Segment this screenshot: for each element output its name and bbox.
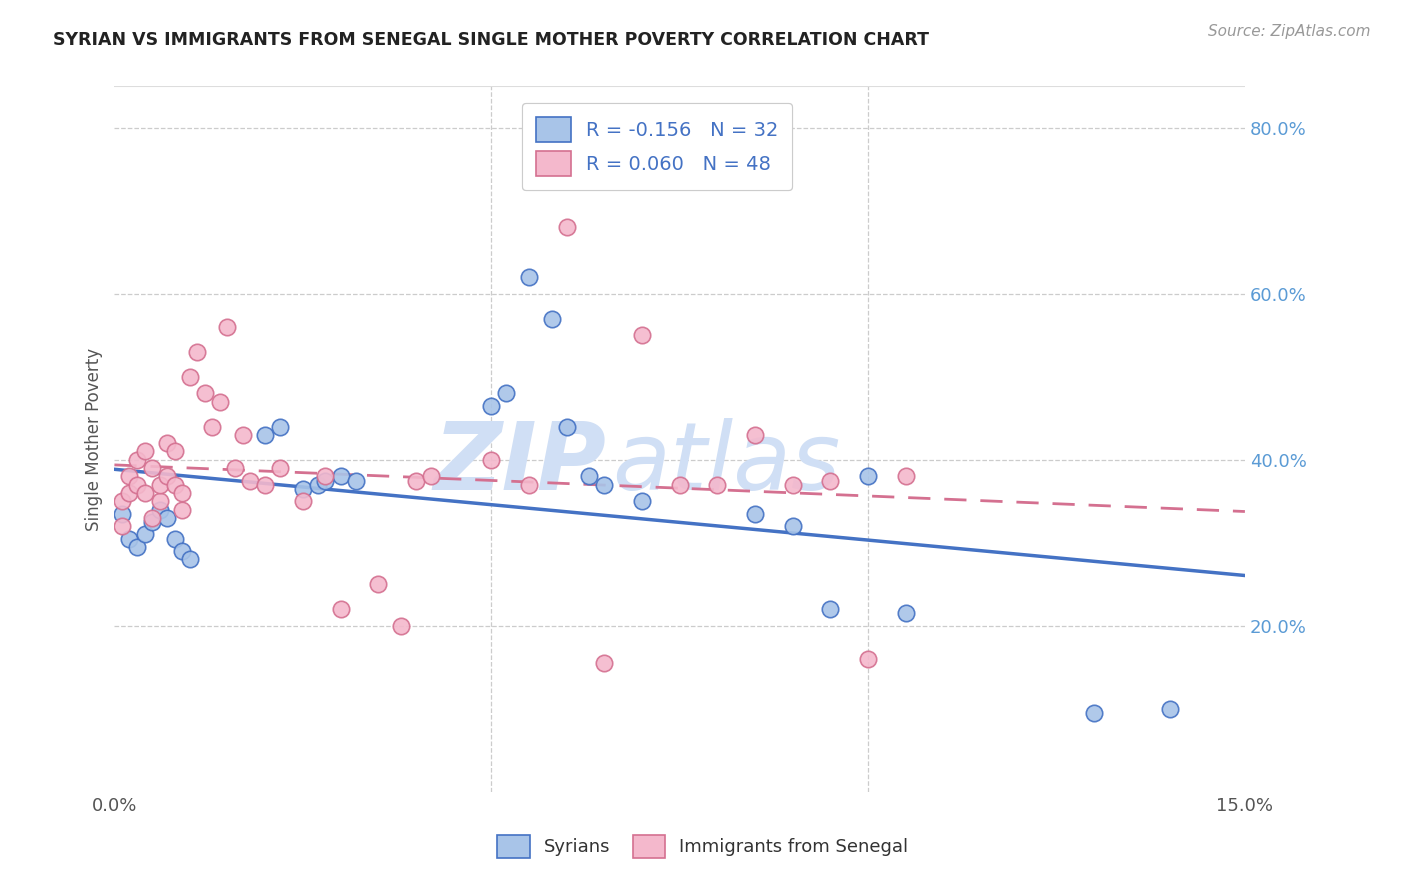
Point: [269, 461, 291, 475]
Point: [156, 511, 179, 525]
Point: [782, 519, 804, 533]
Point: [1159, 702, 1181, 716]
Point: [118, 532, 141, 546]
Point: [405, 474, 427, 488]
Text: SYRIAN VS IMMIGRANTS FROM SENEGAL SINGLE MOTHER POVERTY CORRELATION CHART: SYRIAN VS IMMIGRANTS FROM SENEGAL SINGLE…: [53, 31, 929, 49]
Point: [194, 386, 217, 401]
Point: [344, 474, 367, 488]
Point: [224, 461, 246, 475]
Point: [111, 507, 134, 521]
Point: [894, 607, 917, 621]
Point: [820, 602, 842, 616]
Point: [555, 419, 578, 434]
Y-axis label: Single Mother Poverty: Single Mother Poverty: [86, 348, 103, 531]
Point: [744, 507, 766, 521]
Point: [163, 532, 186, 546]
Point: [156, 436, 179, 450]
Legend: Syrians, Immigrants from Senegal: Syrians, Immigrants from Senegal: [488, 826, 918, 867]
Point: [479, 399, 502, 413]
Point: [179, 552, 201, 566]
Point: [856, 469, 879, 483]
Point: [111, 494, 134, 508]
Point: [495, 386, 517, 401]
Point: [389, 618, 412, 632]
Point: [517, 270, 540, 285]
Point: [631, 494, 654, 508]
Point: [149, 502, 172, 516]
Point: [125, 540, 148, 554]
Point: [329, 469, 352, 483]
Point: [314, 469, 336, 483]
Point: [329, 602, 352, 616]
Legend: R = -0.156   N = 32, R = 0.060   N = 48: R = -0.156 N = 32, R = 0.060 N = 48: [522, 103, 792, 190]
Point: [163, 444, 186, 458]
Point: [201, 419, 224, 434]
Point: [254, 477, 277, 491]
Point: [134, 527, 156, 541]
Point: [149, 477, 172, 491]
Point: [172, 544, 194, 558]
Point: [111, 519, 134, 533]
Point: [1083, 706, 1105, 720]
Point: [125, 452, 148, 467]
Point: [307, 477, 329, 491]
Point: [239, 474, 262, 488]
Point: [593, 656, 616, 670]
Point: [118, 486, 141, 500]
Point: [856, 652, 879, 666]
Point: [668, 477, 690, 491]
Point: [706, 477, 728, 491]
Point: [118, 469, 141, 483]
Point: [782, 477, 804, 491]
Text: Source: ZipAtlas.com: Source: ZipAtlas.com: [1208, 24, 1371, 39]
Point: [156, 469, 179, 483]
Point: [125, 477, 148, 491]
Point: [172, 502, 194, 516]
Point: [149, 494, 172, 508]
Point: [555, 220, 578, 235]
Point: [367, 577, 389, 591]
Point: [141, 515, 163, 529]
Point: [314, 474, 336, 488]
Point: [141, 511, 163, 525]
Point: [479, 452, 502, 467]
Point: [141, 461, 163, 475]
Point: [254, 428, 277, 442]
Point: [291, 482, 314, 496]
Point: [631, 328, 654, 343]
Point: [217, 320, 239, 334]
Point: [744, 428, 766, 442]
Point: [208, 394, 231, 409]
Point: [291, 494, 314, 508]
Point: [179, 369, 201, 384]
Point: [172, 486, 194, 500]
Point: [163, 477, 186, 491]
Point: [540, 311, 562, 326]
Point: [894, 469, 917, 483]
Point: [231, 428, 253, 442]
Text: ZIP: ZIP: [433, 417, 606, 509]
Point: [420, 469, 443, 483]
Point: [186, 345, 208, 359]
Text: atlas: atlas: [612, 418, 839, 509]
Point: [578, 469, 600, 483]
Point: [269, 419, 291, 434]
Point: [517, 477, 540, 491]
Point: [134, 444, 156, 458]
Point: [593, 477, 616, 491]
Point: [820, 474, 842, 488]
Point: [134, 486, 156, 500]
